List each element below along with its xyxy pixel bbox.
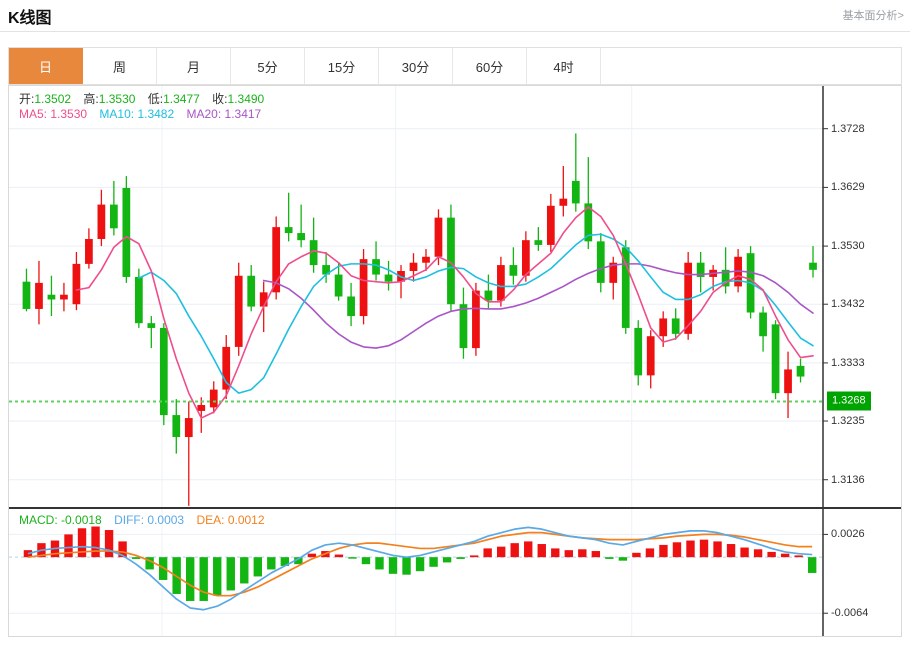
tab-month[interactable]: 月: [157, 48, 231, 84]
tabbar-filler: [601, 48, 901, 84]
chart-frame: 开:1.3502 高:1.3530 低:1.3477 收:1.3490 MA5:…: [8, 85, 902, 637]
price-tick-label: 1.3235: [831, 415, 865, 428]
fundamental-analysis-link[interactable]: 基本面分析>: [842, 10, 904, 22]
widget-header: K线图 基本面分析>: [0, 0, 910, 32]
macd-axis: 0.0026 -0.0064: [823, 509, 901, 636]
tab-15min[interactable]: 15分: [305, 48, 379, 84]
tab-day[interactable]: 日: [9, 48, 83, 84]
price-tick-label: 1.3629: [831, 181, 865, 194]
tab-4hour[interactable]: 4时: [527, 48, 601, 84]
tab-5min[interactable]: 5分: [231, 48, 305, 84]
price-tick-label: 1.3136: [831, 473, 865, 486]
tab-week[interactable]: 周: [83, 48, 157, 84]
page-title: K线图: [8, 10, 52, 27]
price-panel[interactable]: 开:1.3502 高:1.3530 低:1.3477 收:1.3490 MA5:…: [9, 86, 901, 507]
macd-tick-label: 0.0026: [831, 528, 865, 541]
macd-tick-label: -0.0064: [831, 607, 869, 620]
price-axis: 1.3728 1.3629 1.3530 1.3432 1.3333 1.3235 1.31…: [823, 86, 901, 507]
price-tick-label: 1.3432: [831, 298, 865, 311]
tab-60min[interactable]: 60分: [453, 48, 527, 84]
price-tick-label: 1.3333: [831, 356, 865, 369]
price-tick-label: 1.3728: [831, 122, 865, 135]
price-tick-label: 1.3530: [831, 240, 865, 253]
current-price-badge: 1.3268: [827, 391, 871, 411]
macd-panel[interactable]: MACD: -0.0018 DIFF: 0.0003 DEA: 0.0012 0…: [9, 509, 901, 636]
period-tabbar: 日 周 月 5分 15分 30分 60分 4时: [8, 47, 902, 85]
panel-separator: [9, 507, 901, 509]
header-divider: [0, 31, 910, 32]
tab-30min[interactable]: 30分: [379, 48, 453, 84]
